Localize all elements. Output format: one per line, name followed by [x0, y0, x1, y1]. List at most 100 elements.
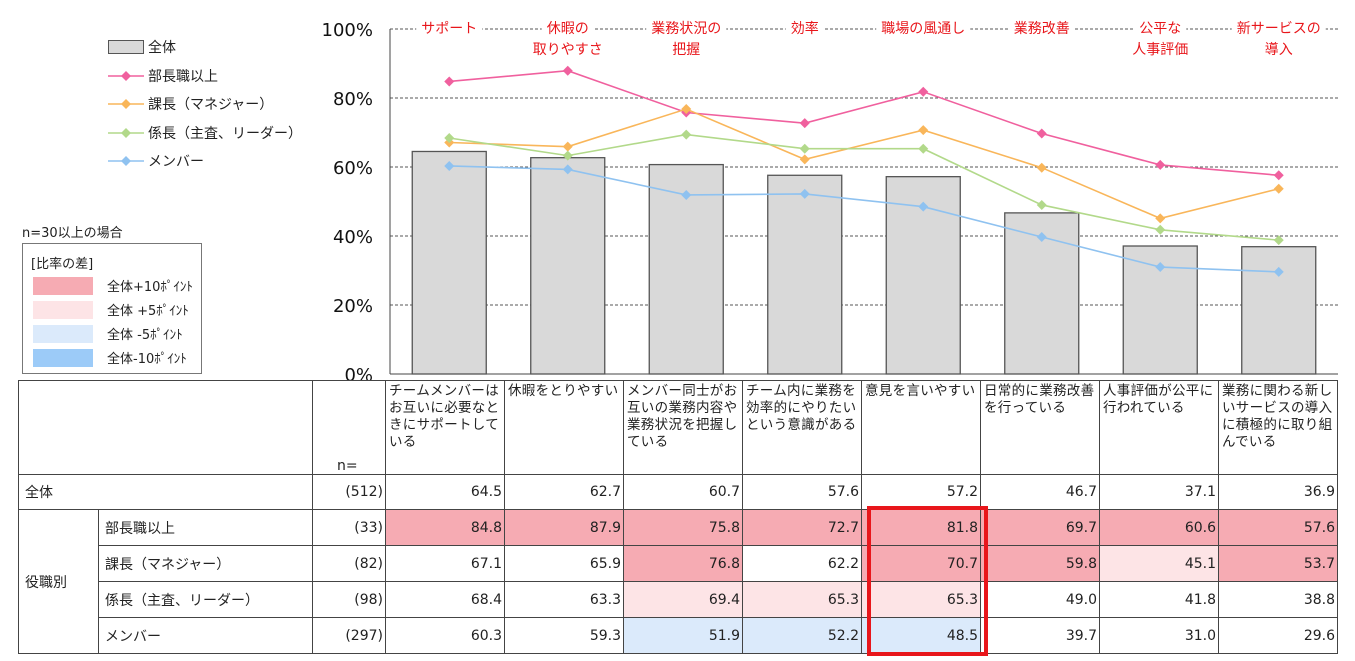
series-point: [1036, 199, 1047, 210]
column-header: 意見を言いやすい: [861, 380, 981, 475]
column-header: チームメンバーはお互いに必要なときにサポートしている: [385, 380, 505, 475]
category-label-bg: [1127, 39, 1194, 59]
value-cell: 49.0: [980, 581, 1100, 618]
series-line: [449, 165, 1279, 273]
value-cell: 62.2: [742, 545, 862, 582]
series-point: [1273, 235, 1284, 246]
series-point: [918, 143, 929, 154]
sample-note: n=30以上の場合: [22, 226, 123, 241]
category-label-bg: [646, 18, 727, 38]
series-point: [444, 160, 455, 171]
category-label-bg: [416, 18, 483, 38]
table-row-total: 全体 (512) 64.5 62.7 60.7 57.6 57.2 46.7 37.1 36.9: [18, 474, 1338, 510]
value-cell: 87.9: [504, 509, 624, 546]
series-point: [562, 164, 573, 175]
series-legend: 全体 部長職以上 課長（マネジャー） 係長（主査、リーダー） メンバー: [108, 33, 302, 176]
value-cell: 81.8: [861, 509, 981, 546]
table-row: 課長（マネジャー） (82) 67.1 65.9 76.8 62.2 70.7 59.8 45.…: [19, 545, 1338, 582]
category-label: 公平な: [1139, 21, 1181, 37]
series-point: [799, 154, 810, 165]
legend-swatch: [108, 154, 144, 168]
y-tick-label: 100%: [322, 20, 373, 41]
ratio-swatch: [33, 276, 93, 295]
value-cell: 57.2: [861, 474, 981, 510]
value-cell: 65.3: [742, 581, 862, 618]
row-label: 全体: [18, 474, 313, 510]
category-label: 業務状況の: [651, 21, 721, 37]
ratio-swatch: [33, 300, 93, 319]
category-label: 新サービスの: [1237, 21, 1321, 37]
legend-item: 全体: [108, 33, 302, 62]
category-label-bg: [1134, 18, 1187, 38]
ratio-legend-item: 全体 -5ﾎﾟｲﾝﾄ: [33, 324, 183, 343]
value-cell: 57.6: [1218, 509, 1338, 546]
value-cell: 52.2: [742, 617, 862, 654]
value-cell: 76.8: [623, 545, 743, 582]
value-cell: 75.8: [623, 509, 743, 546]
category-label-bg: [1231, 18, 1326, 38]
table-row: メンバー (297) 60.3 59.3 51.9 52.2 48.5 39.7 31.0 29.…: [19, 617, 1338, 654]
n-cell: (33): [312, 509, 386, 546]
category-label-bg: [785, 18, 824, 38]
series-point: [799, 118, 810, 129]
ratio-legend-box: [比率の差] 全体+10ﾎﾟｲﾝﾄ 全体 +5ﾎﾟｲﾝﾄ 全体 -5ﾎﾟｲﾝﾄ 全体-…: [22, 243, 202, 374]
series-point: [918, 125, 929, 136]
bar-total: [767, 174, 843, 375]
header-row: n= チームメンバーはお互いに必要なときにサポートしている 休暇をとりやすい メンバー…: [18, 380, 1338, 475]
category-label: 把握: [672, 42, 700, 58]
bar-total: [1241, 246, 1317, 375]
ratio-legend-item: 全体 +5ﾎﾟｲﾝﾄ: [33, 300, 189, 319]
category-label: 導入: [1265, 42, 1293, 58]
table-row: 係長（主査、リーダー） (98) 68.4 63.3 69.4 65.3 65.3 49.0 4…: [19, 581, 1338, 618]
series-point: [562, 150, 573, 161]
value-cell: 69.4: [623, 581, 743, 618]
legend-swatch: [108, 40, 144, 55]
legend-label: 全体: [148, 40, 176, 57]
value-cell: 59.8: [980, 545, 1100, 582]
group-label: 役職別: [18, 509, 99, 654]
series-point: [918, 86, 929, 97]
series-point: [1036, 232, 1047, 243]
n-cell: (297): [312, 617, 386, 654]
value-cell: 60.6: [1099, 509, 1219, 546]
value-cell: 31.0: [1099, 617, 1219, 654]
y-tick-label: 80%: [333, 89, 373, 110]
n-cell: (82): [312, 545, 386, 582]
value-cell: 45.1: [1099, 545, 1219, 582]
bar-total: [530, 157, 606, 375]
ratio-label: 全体+10ﾎﾟｲﾝﾄ: [107, 280, 193, 295]
series-point: [1273, 170, 1284, 181]
series-point: [444, 133, 455, 144]
ratio-legend-item: 全体-10ﾎﾟｲﾝﾄ: [33, 348, 187, 367]
category-label-bg: [667, 39, 706, 59]
category-label-bg: [541, 18, 594, 38]
legend-item: 係長（主査、リーダー）: [108, 119, 302, 148]
y-tick-label: 20%: [333, 296, 373, 317]
column-header: 日常的に業務改善を行っている: [980, 380, 1100, 475]
ratio-label: 全体-10ﾎﾟｲﾝﾄ: [107, 352, 187, 367]
series-point: [681, 189, 692, 200]
series-point: [918, 201, 929, 212]
row-label: 課長（マネジャー）: [98, 545, 313, 582]
legend-item: 部長職以上: [108, 62, 302, 91]
value-cell: 60.3: [385, 617, 505, 654]
n-header: n=: [312, 380, 386, 475]
category-label: 人事評価: [1132, 42, 1188, 58]
category-label: 効率: [791, 20, 819, 37]
legend-item: メンバー: [108, 147, 302, 176]
series-line: [449, 108, 1279, 220]
n-cell: (98): [312, 581, 386, 618]
legend-label: メンバー: [148, 154, 204, 171]
header-blank: [18, 380, 313, 475]
value-cell: 53.7: [1218, 545, 1338, 582]
value-cell: 57.6: [742, 474, 862, 510]
row-label: メンバー: [98, 617, 313, 654]
column-header: メンバー同士がお互いの業務内容や業務状況を把握している: [623, 380, 743, 475]
value-cell: 84.8: [385, 509, 505, 546]
ratio-label: 全体 -5ﾎﾟｲﾝﾄ: [107, 328, 183, 343]
value-cell: 36.9: [1218, 474, 1338, 510]
value-cell: 67.1: [385, 545, 505, 582]
legend-label: 部長職以上: [148, 68, 218, 85]
legend-label: 係長（主査、リーダー）: [148, 125, 302, 142]
